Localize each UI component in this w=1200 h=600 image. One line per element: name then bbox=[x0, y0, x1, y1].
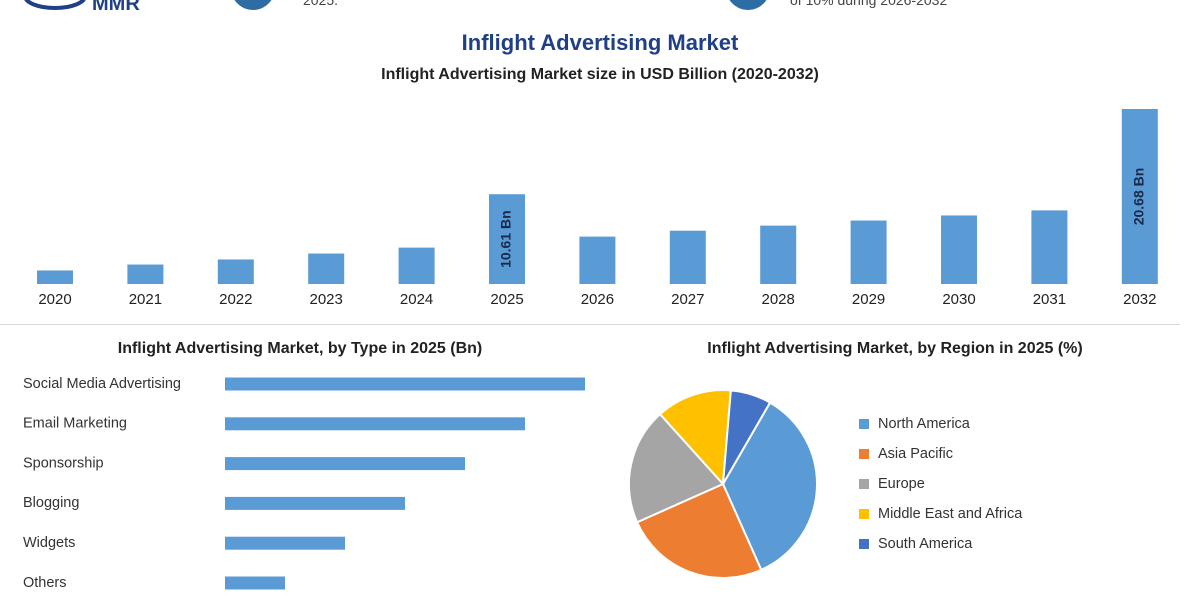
x-tick-label: 2021 bbox=[129, 291, 162, 308]
stat-right-circle-icon bbox=[729, 0, 767, 10]
bar-widgets bbox=[225, 536, 345, 550]
x-tick-label: 2032 bbox=[1123, 291, 1156, 308]
bar-others bbox=[225, 576, 285, 590]
x-tick-label: 2020 bbox=[38, 291, 71, 308]
x-tick-label: 2031 bbox=[1033, 291, 1066, 308]
market-size-bar-chart: 2020 2021 2022 2023 2024 2025 10.61 Bn 2026 2027… bbox=[37, 109, 1158, 308]
legend-swatch bbox=[859, 539, 869, 549]
bar-blogging bbox=[225, 496, 405, 510]
legend-swatch bbox=[859, 419, 869, 429]
stat-left: 2025. bbox=[225, 0, 555, 20]
type-bar-chart: Social Media Advertising Email Marketing S… bbox=[23, 376, 585, 591]
bar-2026 bbox=[579, 236, 616, 284]
x-tick-label: 2026 bbox=[581, 291, 614, 308]
bar-2032 bbox=[1121, 109, 1158, 284]
x-tick-label: 2030 bbox=[942, 291, 975, 308]
stat-right-text: of 10% during 2026-2032 bbox=[790, 0, 948, 8]
logo-graphic: MMR bbox=[24, 0, 140, 15]
data-label: 20.68 Bn bbox=[1131, 168, 1147, 226]
bar-2023 bbox=[308, 253, 345, 284]
x-tick-label: 2027 bbox=[671, 291, 704, 308]
bar-2021 bbox=[127, 264, 164, 284]
chart-title: Inflight Advertising Market bbox=[461, 30, 739, 55]
chart-subtitle: Inflight Advertising Market size in USD … bbox=[381, 66, 819, 83]
pie-slice-asia-pacific bbox=[635, 482, 763, 579]
pie-slice-south-america bbox=[722, 389, 772, 485]
bar-2022 bbox=[217, 259, 254, 284]
logo-swoosh-icon bbox=[24, 0, 86, 10]
bar-email-marketing bbox=[225, 417, 525, 431]
bar-2024 bbox=[398, 247, 435, 284]
x-tick-label: 2028 bbox=[762, 291, 795, 308]
legend-swatch bbox=[859, 509, 869, 519]
legend-label: Europe bbox=[878, 476, 925, 492]
pie-slice-europe bbox=[628, 412, 725, 524]
category-label: Sponsorship bbox=[23, 455, 104, 471]
stat-left-circle-icon bbox=[234, 0, 272, 10]
category-label: Social Media Advertising bbox=[23, 376, 181, 392]
legend-label: South America bbox=[878, 536, 973, 552]
stat-right: of 10% during 2026-2032 bbox=[718, 0, 1118, 20]
data-label: 10.61 Bn bbox=[498, 210, 514, 268]
bar-2025 bbox=[489, 194, 525, 284]
region-pie-chart: North America Asia Pacific Europe Middle Ea… bbox=[628, 389, 1023, 579]
logo-text: MMR bbox=[92, 0, 140, 15]
legend-label: Asia Pacific bbox=[878, 446, 953, 462]
bar-2029 bbox=[850, 220, 887, 284]
pie-slice-middle-east-and-africa bbox=[658, 389, 732, 487]
bar-2031 bbox=[1031, 210, 1068, 284]
section-divider bbox=[0, 324, 1180, 325]
bar-2028 bbox=[760, 225, 797, 284]
bar-2020 bbox=[37, 270, 73, 284]
legend-swatch bbox=[859, 479, 869, 489]
stat-left-text: 2025. bbox=[303, 0, 339, 8]
category-label: Others bbox=[23, 575, 67, 591]
category-label: Blogging bbox=[23, 495, 79, 511]
bar-sponsorship bbox=[225, 457, 465, 471]
legend-swatch bbox=[859, 449, 869, 459]
x-tick-label: 2023 bbox=[310, 291, 343, 308]
x-tick-label: 2029 bbox=[852, 291, 885, 308]
type-chart-title: Inflight Advertising Market, by Type in … bbox=[117, 340, 483, 357]
legend-label: Middle East and Africa bbox=[878, 506, 1023, 522]
mmr-logo: MMR bbox=[0, 0, 200, 20]
legend-label: North America bbox=[878, 416, 971, 432]
x-tick-label: 2022 bbox=[219, 291, 252, 308]
category-label: Email Marketing bbox=[23, 416, 127, 432]
x-tick-label: 2024 bbox=[400, 291, 433, 308]
bar-social-media-advertising bbox=[225, 377, 585, 391]
category-label: Widgets bbox=[23, 535, 75, 551]
x-tick-label: 2025 bbox=[490, 291, 523, 308]
region-chart-title: Inflight Advertising Market, by Region i… bbox=[707, 340, 1083, 357]
bar-2030 bbox=[941, 215, 977, 284]
bar-2027 bbox=[669, 230, 706, 284]
